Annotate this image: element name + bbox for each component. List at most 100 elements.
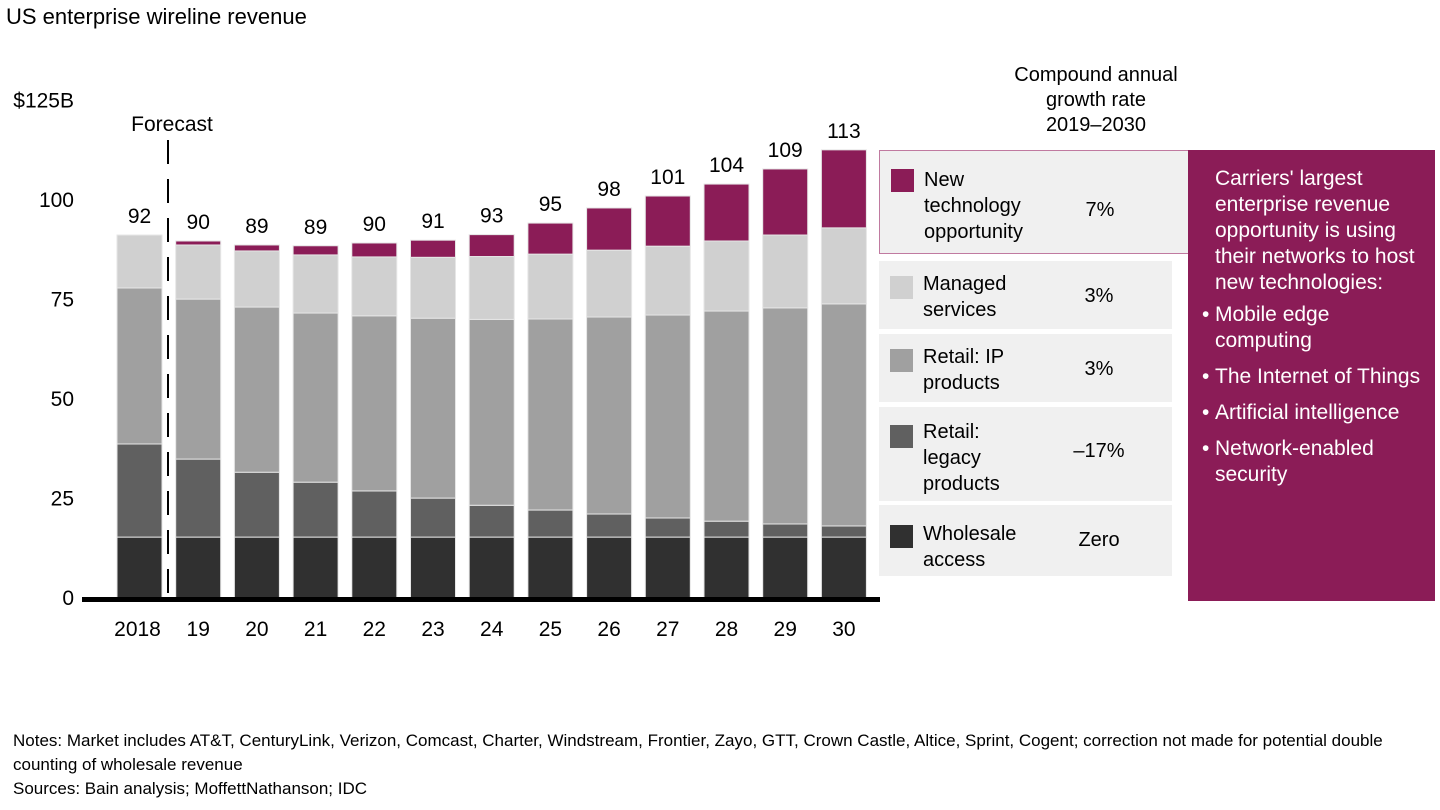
y-tick-label: 75: [51, 289, 74, 312]
bar-segment-wholesale: [233, 536, 280, 599]
legend-label-line: services: [923, 299, 997, 321]
bar-segment-new_tech: [762, 168, 809, 236]
bar-segment-managed: [351, 256, 398, 317]
bar-segment-wholesale: [762, 536, 809, 599]
legend-label: New technology opportunity: [924, 167, 1049, 245]
bar-segment-ip: [175, 298, 222, 460]
bar-segment-legacy: [703, 520, 750, 538]
cagr-header: Compound annual growth rate 2019–2030: [985, 63, 1207, 138]
bar-segment-ip: [468, 318, 515, 506]
callout-bullet-text: Network-enabled security: [1215, 437, 1374, 486]
x-tick-label: 24: [480, 618, 504, 641]
cagr-header-line: growth rate: [1045, 89, 1147, 111]
bar-27: [644, 195, 691, 599]
bar-segment-legacy: [351, 490, 398, 538]
legend-label-line: products: [923, 372, 1000, 394]
bar-segment-ip: [762, 307, 809, 525]
legend-item-retail-ip: Retail: IP products 3%: [879, 334, 1172, 402]
bar-segment-managed: [820, 227, 867, 305]
total-label: 109: [768, 139, 803, 162]
bar-segment-wholesale: [410, 536, 456, 599]
bar-segment-legacy: [820, 525, 867, 538]
legend-swatch-new-technology: [891, 169, 914, 192]
legend-rate: 3%: [1084, 285, 1114, 307]
bar-segment-new_tech: [820, 149, 867, 229]
callout-bullet-item: • Artificial intelligence: [1202, 400, 1425, 426]
x-axis-ticks: 2018 19 20 21 22 23 24 25 26 27 28 29 30: [114, 618, 855, 641]
total-label: 92: [128, 205, 151, 228]
bar-segment-new_tech: [410, 239, 456, 258]
bar-25: [527, 222, 574, 599]
y-tick-label: 0: [62, 587, 74, 610]
bar-segment-legacy: [644, 517, 691, 538]
bar-segment-managed: [762, 234, 809, 309]
total-label: 89: [245, 215, 268, 238]
bar-segment-managed: [644, 245, 691, 316]
legend-label-line: Wholesale: [923, 523, 1017, 545]
bar-segment-ip: [233, 306, 280, 473]
bars: [116, 149, 867, 599]
y-axis-ticks: 0 25 50 75 100 $125B: [13, 90, 74, 611]
x-axis-line: [82, 597, 880, 602]
legend-label-line: technology: [924, 195, 1021, 217]
chart-title: US enterprise wireline revenue: [6, 4, 307, 29]
bar-segment-new_tech: [468, 234, 515, 258]
total-label: 90: [187, 211, 210, 234]
callout-bullet-text: Mobile edge computing: [1215, 303, 1330, 352]
bar-segment-ip: [116, 287, 163, 445]
x-tick-label: 2018: [114, 618, 161, 641]
legend-label: Wholesale access: [923, 521, 1048, 573]
bar-segment-managed: [527, 253, 574, 320]
legend-swatch-wholesale: [890, 525, 913, 548]
x-tick-label: 29: [774, 618, 797, 641]
x-tick-label: 27: [656, 618, 679, 641]
bullet-icon: •: [1202, 303, 1210, 326]
bullet-icon: •: [1202, 437, 1210, 460]
legend-label: Retail: IP products: [923, 344, 1048, 396]
total-label: 101: [650, 166, 685, 189]
callout-panel: Carriers' largest enterprise revenue opp…: [1188, 150, 1435, 601]
x-tick-label: 26: [597, 618, 620, 641]
sources: Sources: Bain analysis; MoffettNathanson…: [13, 779, 368, 798]
x-tick-label: 22: [363, 618, 386, 641]
legend-label-line: Retail: IP: [923, 346, 1005, 368]
bar-segment-managed: [292, 254, 339, 314]
bar-segment-ip: [351, 315, 398, 492]
bar-segment-managed: [586, 249, 633, 318]
bar-segment-managed: [703, 240, 750, 312]
bar-segment-legacy: [292, 481, 339, 538]
legend-rate: 7%: [1085, 199, 1115, 221]
bullet-icon: •: [1202, 365, 1210, 388]
bar-22: [351, 242, 398, 599]
forecast-label: Forecast: [131, 113, 213, 136]
legend-item-managed-services: Managed services 3%: [879, 261, 1172, 329]
bar-23: [410, 239, 456, 599]
x-tick-label: 30: [832, 618, 855, 641]
bar-segment-legacy: [762, 523, 809, 538]
bar-segment-ip: [820, 303, 867, 527]
legend-swatch-retail-ip: [890, 349, 913, 372]
bar-segment-wholesale: [175, 536, 222, 599]
bar-segment-legacy: [410, 497, 456, 538]
total-label: 95: [539, 193, 562, 216]
bar-segment-managed: [116, 234, 163, 289]
bar-segment-new_tech: [233, 244, 280, 252]
bar-19: [175, 240, 222, 599]
bar-segment-wholesale: [820, 536, 867, 599]
bar-segment-wholesale: [703, 536, 750, 599]
total-label: 89: [304, 216, 327, 239]
bar-segment-ip: [410, 317, 456, 499]
bar-segment-wholesale: [292, 536, 339, 599]
total-label: 113: [827, 120, 860, 143]
total-label: 98: [597, 178, 620, 201]
bar-24: [468, 234, 515, 599]
bar-segment-legacy: [586, 513, 633, 538]
cagr-header-line: 2019–2030: [1045, 114, 1147, 136]
bar-segment-new_tech: [292, 245, 339, 256]
legend-label: Managed services: [923, 271, 1048, 323]
bar-segment-new_tech: [175, 240, 222, 246]
legend-label-line: New: [924, 169, 965, 191]
bar-segment-wholesale: [468, 536, 515, 599]
bar-2018: [116, 234, 163, 599]
